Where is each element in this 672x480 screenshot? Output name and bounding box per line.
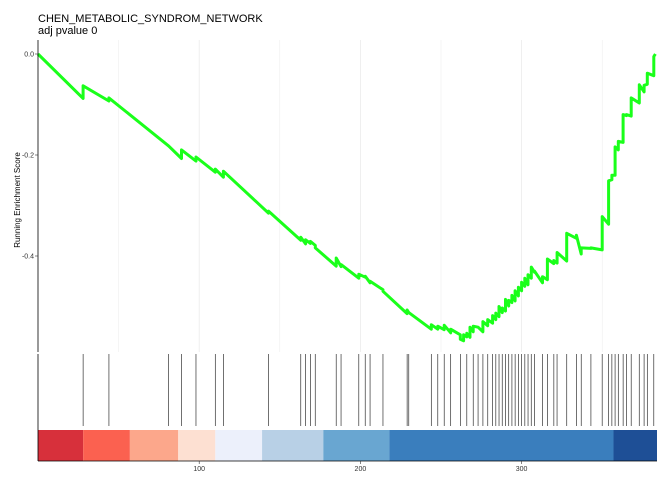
color-band: [178, 430, 216, 461]
color-band: [389, 430, 614, 461]
enrichment-series: [36, 52, 657, 343]
chart-title: CHEN_METABOLIC_SYNDROM_NETWORK: [38, 13, 263, 25]
gene-hit-marks: [82, 354, 655, 426]
chart-subtitle: adj pvalue 0: [38, 25, 97, 37]
color-band: [129, 430, 179, 461]
series-line: [36, 52, 657, 343]
x-tick-labels: 100 200 300: [193, 461, 528, 473]
color-band: [38, 430, 84, 461]
y-tick-labels: 0.0 -0.2 -0.4: [22, 52, 38, 261]
color-band: [83, 430, 130, 461]
y-tick-label: -0.2: [22, 153, 34, 160]
axes: [37, 40, 657, 462]
x-tick-label: 100: [193, 466, 205, 473]
color-band: [262, 430, 324, 461]
color-band: [613, 430, 657, 461]
y-tick-label: 0.0: [24, 52, 34, 59]
color-band: [323, 430, 390, 461]
rank-color-bar: [38, 430, 657, 461]
color-band: [215, 430, 263, 461]
x-tick-label: 300: [516, 466, 528, 473]
y-tick-label: -0.4: [22, 254, 34, 261]
y-axis-title: Running Enrichment Score: [13, 152, 22, 248]
grid-lines: [118, 40, 603, 352]
x-tick-label: 200: [355, 466, 367, 473]
